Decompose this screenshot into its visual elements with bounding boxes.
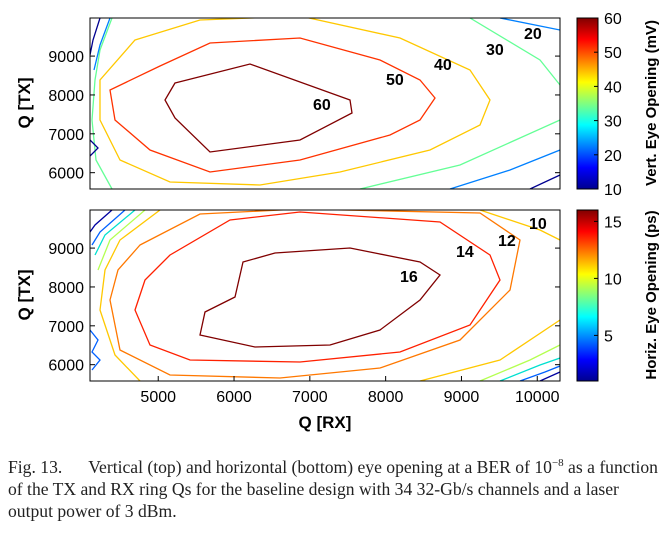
x-axis-label: Q [RX] bbox=[299, 413, 352, 432]
bottom-contour-labels: 16 14 12 10 bbox=[400, 216, 547, 286]
bottom-y-axis-label: Q [TX] bbox=[15, 270, 34, 321]
top-label-30: 30 bbox=[486, 42, 504, 59]
top-contours bbox=[90, 18, 560, 189]
contour-10b bbox=[529, 174, 560, 189]
contour-10c bbox=[90, 139, 99, 157]
top-colorbar-label: Vert. Eye Opening (mV) bbox=[643, 20, 660, 186]
contour-10c bbox=[419, 319, 560, 381]
contour-12 bbox=[109, 210, 521, 379]
bottom-colorbar-tick-label: 15 bbox=[604, 214, 622, 231]
contour-4b bbox=[519, 365, 560, 381]
x-tick-label: 6000 bbox=[216, 389, 252, 406]
contour-14 bbox=[134, 211, 501, 363]
top-y-axis-label: Q [TX] bbox=[15, 78, 34, 129]
contour-4c bbox=[90, 329, 101, 371]
caption-text-tail: as a function of the TX and RX ring Qs f… bbox=[8, 457, 658, 521]
top-y-tick-label: 6000 bbox=[48, 166, 84, 183]
top-colorbar-tick-label: 20 bbox=[604, 148, 622, 165]
contour-10b bbox=[479, 210, 560, 241]
bottom-panel: 6000 7000 8000 9000 5000 6000 7000 8000 9000 100… bbox=[15, 209, 660, 432]
contour-4a bbox=[91, 210, 126, 246]
top-label-50: 50 bbox=[386, 72, 404, 89]
caption-exponent: −8 bbox=[551, 457, 564, 470]
bottom-y-ticks: 6000 7000 8000 9000 bbox=[48, 241, 560, 375]
bottom-label-10: 10 bbox=[529, 216, 547, 233]
bottom-colorbar bbox=[576, 209, 599, 382]
contour-6a bbox=[94, 210, 136, 256]
x-tick-label: 9000 bbox=[444, 389, 480, 406]
bottom-contours bbox=[90, 210, 560, 381]
top-y-tick-label: 9000 bbox=[48, 49, 84, 66]
bottom-label-14: 14 bbox=[456, 244, 474, 261]
contour-10a bbox=[90, 18, 101, 56]
top-colorbar-ticks: 10 20 30 40 50 60 bbox=[594, 11, 622, 199]
bottom-y-tick-label: 7000 bbox=[48, 319, 84, 336]
bottom-label-12: 12 bbox=[498, 233, 516, 250]
x-tick-label: 5000 bbox=[140, 389, 176, 406]
x-tick-label: 8000 bbox=[368, 389, 404, 406]
bottom-label-16: 16 bbox=[400, 269, 418, 286]
top-colorbar-tick-label: 60 bbox=[604, 11, 622, 28]
contour-30b bbox=[469, 18, 560, 86]
top-y-tick-label: 7000 bbox=[48, 127, 84, 144]
contour-20a bbox=[93, 18, 111, 71]
contour-30c bbox=[359, 119, 560, 189]
top-colorbar-tick-label: 50 bbox=[604, 45, 622, 62]
contour-20c bbox=[449, 149, 560, 189]
contour-50 bbox=[109, 37, 436, 173]
bottom-y-tick-label: 6000 bbox=[48, 358, 84, 375]
top-label-40: 40 bbox=[434, 57, 452, 74]
top-contour-labels: 60 50 40 30 20 bbox=[313, 26, 542, 114]
bottom-colorbar-tick-label: 5 bbox=[604, 328, 613, 345]
contour-6b bbox=[499, 357, 560, 381]
bottom-plot-frame bbox=[89, 209, 561, 382]
top-label-60: 60 bbox=[313, 97, 331, 114]
contour-60 bbox=[164, 63, 353, 153]
figure: 6000 7000 8000 9000 60 50 40 30 20 Q [TX] 1… bbox=[15, 11, 660, 432]
caption-label: Fig. 13. bbox=[8, 457, 63, 477]
top-colorbar-tick-label: 10 bbox=[604, 182, 622, 199]
bottom-colorbar-label: Horiz. Eye Opening (ps) bbox=[643, 210, 660, 379]
figure-caption: Fig. 13. Vertical (top) and horizontal (b… bbox=[8, 456, 660, 522]
bottom-y-tick-label: 9000 bbox=[48, 241, 84, 258]
top-y-tick-label: 8000 bbox=[48, 88, 84, 105]
bottom-y-tick-label: 8000 bbox=[48, 280, 84, 297]
contour-30 bbox=[91, 18, 113, 189]
top-colorbar-tick-label: 30 bbox=[604, 114, 622, 131]
contour-8a bbox=[97, 210, 146, 271]
contour-16 bbox=[199, 247, 441, 348]
contour-40 bbox=[99, 18, 491, 186]
top-colorbar-tick-label: 40 bbox=[604, 79, 622, 96]
bottom-colorbar-ticks: 5 10 15 bbox=[594, 214, 622, 345]
top-y-ticks: 6000 7000 8000 9000 bbox=[48, 49, 560, 183]
contour-8b bbox=[479, 344, 560, 381]
contour-10a bbox=[99, 210, 161, 381]
x-tick-label: 7000 bbox=[292, 389, 328, 406]
top-plot-frame bbox=[89, 17, 561, 190]
contour-20b bbox=[499, 18, 560, 31]
bottom-x-ticks: 5000 6000 7000 8000 9000 10000 bbox=[140, 376, 560, 406]
top-panel: 6000 7000 8000 9000 60 50 40 30 20 Q [TX] 1… bbox=[15, 11, 660, 199]
bottom-colorbar-tick-label: 10 bbox=[604, 271, 622, 288]
x-tick-label: 10000 bbox=[515, 389, 560, 406]
top-colorbar bbox=[576, 17, 599, 190]
caption-text: Vertical (top) and horizontal (bottom) e… bbox=[88, 457, 552, 477]
contour-2b bbox=[539, 371, 560, 381]
contour-2a bbox=[90, 210, 113, 233]
top-label-20: 20 bbox=[524, 26, 542, 43]
